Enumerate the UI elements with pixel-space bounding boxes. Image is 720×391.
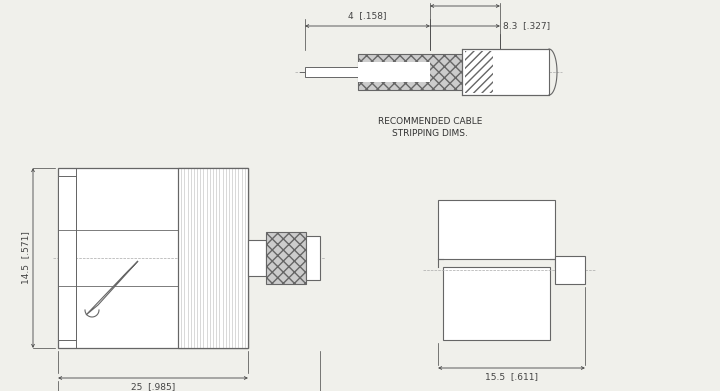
- Text: 14.5  [.571]: 14.5 [.571]: [21, 231, 30, 284]
- Bar: [305, 67, 358, 77]
- Polygon shape: [86, 261, 138, 315]
- Text: 4  [.158]: 4 [.158]: [348, 11, 387, 20]
- Bar: [248, 240, 266, 276]
- Bar: [58, 176, 76, 340]
- Text: STRIPPING DIMS.: STRIPPING DIMS.: [392, 129, 468, 138]
- Bar: [266, 232, 306, 284]
- Text: 15.5  [.611]: 15.5 [.611]: [485, 372, 538, 381]
- Text: RECOMMENDED CABLE: RECOMMENDED CABLE: [378, 117, 482, 126]
- Bar: [443, 267, 550, 340]
- Bar: [306, 236, 320, 280]
- Text: 8.3  [.327]: 8.3 [.327]: [503, 22, 550, 30]
- Bar: [178, 168, 248, 348]
- Bar: [555, 256, 585, 284]
- Bar: [178, 168, 248, 348]
- Bar: [462, 49, 549, 95]
- Bar: [358, 54, 500, 90]
- Bar: [438, 200, 555, 259]
- Bar: [358, 62, 430, 82]
- Bar: [58, 168, 248, 348]
- Text: 25  [.985]: 25 [.985]: [131, 382, 175, 391]
- Bar: [465, 51, 493, 93]
